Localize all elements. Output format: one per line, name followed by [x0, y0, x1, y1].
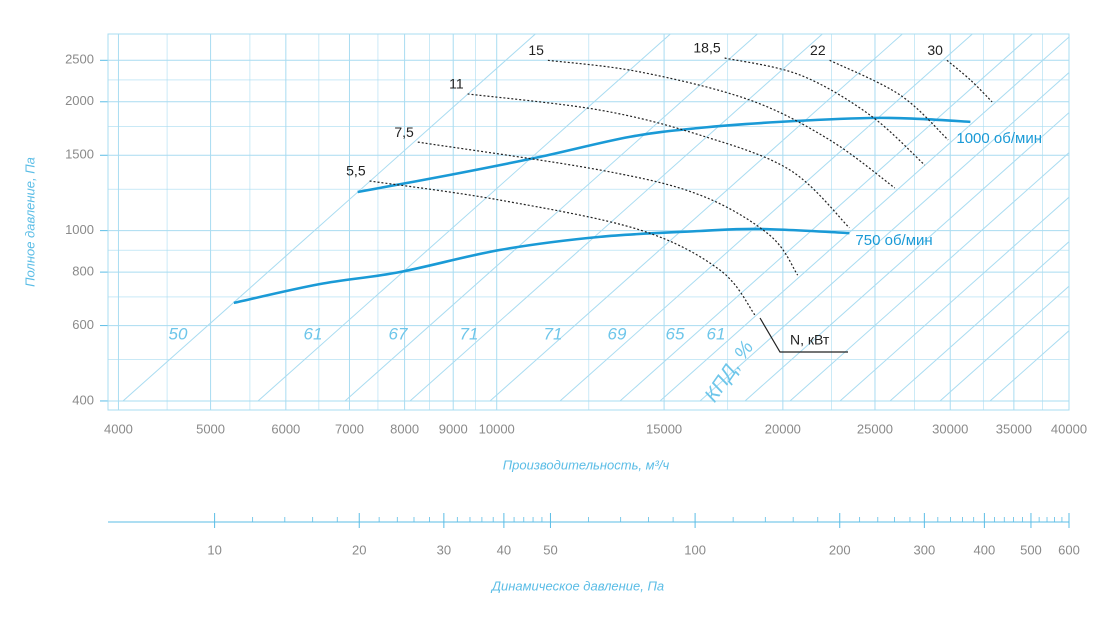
- power-curve: [369, 180, 756, 316]
- x-tick-label: 10000: [479, 421, 515, 436]
- system-line: [257, 34, 672, 402]
- y-tick-label: 2000: [65, 93, 94, 108]
- efficiency-value: 61: [707, 324, 726, 343]
- power-curve-label: 15: [528, 42, 544, 58]
- x-tick-label: 20000: [765, 421, 801, 436]
- system-line: [889, 241, 1069, 402]
- efficiency-label: КПД, %: [701, 337, 759, 406]
- x2-tick-label: 50: [543, 542, 557, 557]
- efficiency-value: 67: [389, 324, 408, 343]
- y-tick-label: 1000: [65, 222, 94, 237]
- power-curve: [946, 59, 993, 103]
- power-curve-label: 11: [449, 76, 464, 92]
- system-line: [659, 36, 1069, 402]
- y-tick-label: 1500: [65, 147, 94, 162]
- x-axis-title: Производительность, м³/ч: [503, 457, 670, 472]
- power-curve-label: 7,5: [394, 124, 414, 140]
- power-curve-label: 5,5: [346, 163, 366, 179]
- system-line: [939, 285, 1069, 402]
- plot-frame: [107, 33, 1070, 411]
- y-tick-label: 600: [72, 317, 94, 332]
- x2-tick-label: 40: [497, 542, 511, 557]
- power-curve-label: 30: [927, 42, 943, 58]
- x-tick-label: 5000: [196, 421, 225, 436]
- x2-tick-label: 600: [1058, 542, 1080, 557]
- system-line: [489, 34, 904, 402]
- x-tick-label: 25000: [857, 421, 893, 436]
- power-curve-label: 22: [810, 42, 826, 58]
- x-tick-label: 9000: [439, 421, 468, 436]
- system-line: [699, 71, 1069, 402]
- system-line: [122, 34, 537, 402]
- power-curve: [724, 57, 926, 166]
- performance-curve-label: 1000 об/мин: [956, 130, 1042, 147]
- efficiency-value: 50: [169, 324, 188, 343]
- power-curve: [829, 59, 949, 141]
- x-tick-label: 6000: [271, 421, 300, 436]
- y-axis-title: Полное давление, Па: [22, 157, 37, 287]
- system-line: [619, 34, 1034, 402]
- performance-curve-label: 750 об/мин: [855, 232, 932, 249]
- x2-tick-label: 400: [974, 542, 996, 557]
- x2-tick-label: 10: [207, 542, 221, 557]
- system-line: [409, 34, 824, 402]
- power-curve: [547, 59, 896, 189]
- x-tick-label: 35000: [996, 421, 1032, 436]
- x-tick-label: 30000: [932, 421, 968, 436]
- y-tick-label: 800: [72, 264, 94, 279]
- y-tick-label: 2500: [65, 52, 94, 67]
- x-tick-label: 40000: [1051, 421, 1087, 436]
- power-label: N, кВт: [790, 332, 830, 348]
- x2-tick-label: 20: [352, 542, 366, 557]
- x-tick-label: 4000: [104, 421, 133, 436]
- system-line: [744, 111, 1069, 402]
- performance-curve: [233, 227, 850, 305]
- x-tick-label: 15000: [646, 421, 682, 436]
- x2-tick-label: 300: [914, 542, 936, 557]
- system-line: [559, 34, 974, 402]
- x2-tick-label: 200: [829, 542, 851, 557]
- system-line: [839, 196, 1069, 402]
- x2-tick-label: 30: [437, 542, 451, 557]
- efficiency-value: 71: [544, 324, 563, 343]
- x2-tick-label: 100: [684, 542, 706, 557]
- power-curve-label: 18,5: [693, 40, 720, 56]
- x-tick-label: 8000: [390, 421, 419, 436]
- y-tick-label: 400: [72, 392, 94, 407]
- grid: [108, 34, 1069, 410]
- performance-curve: [357, 116, 971, 194]
- efficiency-value: 69: [608, 324, 627, 343]
- efficiency-value: 71: [460, 324, 479, 343]
- system-line: [789, 152, 1069, 402]
- x2-axis-title: Динамическое давление, Па: [490, 578, 664, 593]
- efficiency-value: 61: [304, 324, 323, 343]
- x-tick-label: 7000: [335, 421, 364, 436]
- power-curve: [417, 141, 799, 276]
- power-leader: [759, 317, 848, 353]
- power-curve: [467, 93, 850, 229]
- x2-tick-label: 500: [1020, 542, 1042, 557]
- efficiency-value: 65: [666, 324, 685, 343]
